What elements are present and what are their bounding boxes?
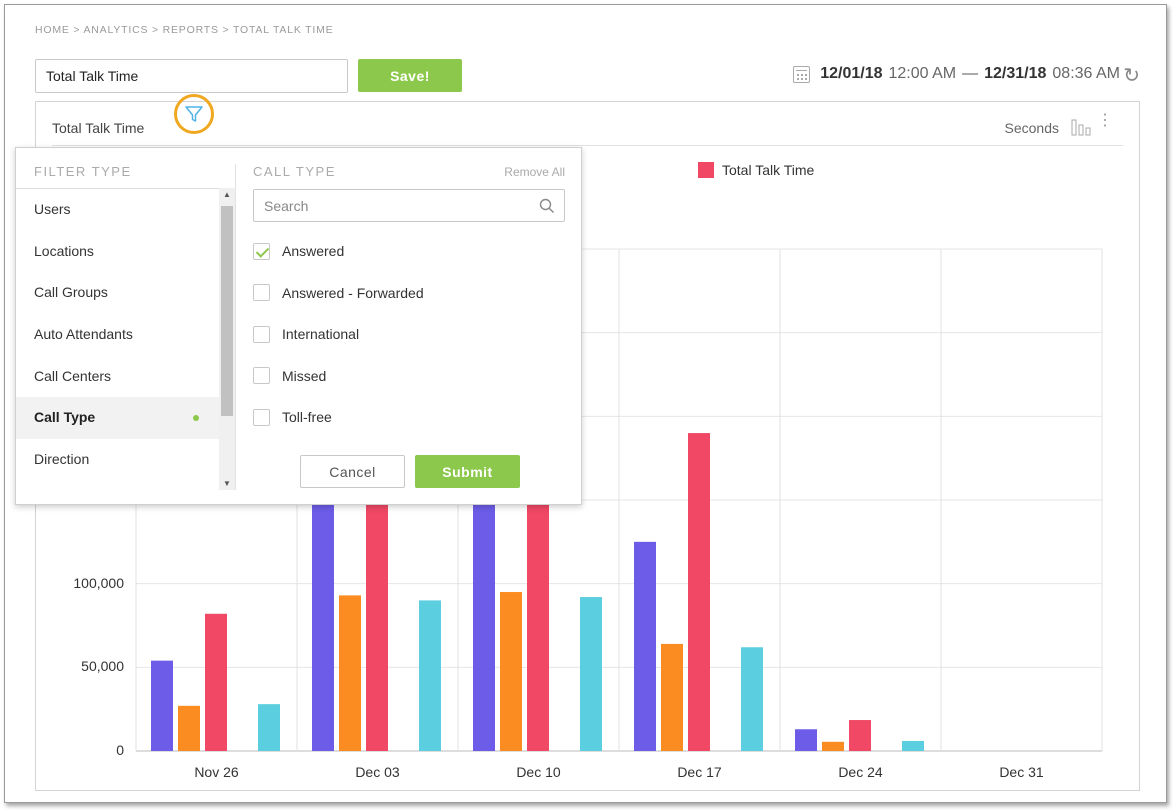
chart-panel: Total Talk Time Seconds ⋮ Total Talk Tim… — [35, 94, 1140, 791]
bar-series-3-dec-10[interactable] — [527, 500, 549, 751]
bar-series-3-dec-24[interactable] — [849, 720, 871, 751]
date-separator: — — [962, 65, 979, 82]
call-type-column: CALL TYPE Remove All Answered Answered - … — [253, 148, 565, 504]
filter-type-call-type[interactable]: Call Type — [16, 397, 219, 440]
x-tick-label: Nov 26 — [194, 764, 239, 780]
option-label: Toll-free — [282, 409, 332, 426]
call-type-option-toll-free[interactable]: Toll-free — [253, 407, 332, 427]
y-tick-label: 50,000 — [81, 658, 124, 675]
remove-all-link[interactable]: Remove All — [504, 165, 565, 179]
chart-legend[interactable]: Total Talk Time — [698, 162, 814, 178]
units-label[interactable]: Seconds — [1004, 120, 1059, 136]
start-date: 12/01/18 — [820, 65, 883, 82]
chart-type-icon[interactable] — [1071, 118, 1091, 136]
breadcrumb[interactable]: HOME > ANALYTICS > REPORTS > TOTAL TALK … — [35, 24, 334, 36]
filter-type-users[interactable]: Users — [16, 189, 219, 231]
x-tick-label: Dec 17 — [677, 764, 722, 780]
filter-type-call-groups[interactable]: Call Groups — [16, 272, 219, 314]
bar-series-4-dec-24[interactable] — [902, 740, 924, 751]
bar-series-2-nov-26[interactable] — [178, 705, 200, 751]
filter-icon[interactable] — [174, 94, 214, 134]
end-time: 08:36 AM — [1052, 65, 1120, 82]
column-divider — [235, 164, 236, 490]
filter-type-scrollbar[interactable]: ▲ ▼ — [219, 188, 235, 490]
refresh-icon[interactable]: ↻ — [1123, 65, 1140, 87]
filter-type-label: Users — [34, 201, 71, 217]
active-indicator-dot — [193, 415, 199, 422]
bar-series-3-dec-03[interactable] — [366, 500, 388, 751]
scrollbar-thumb[interactable] — [221, 206, 233, 416]
bar-series-1-dec-17[interactable] — [634, 541, 656, 751]
calendar-icon[interactable] — [793, 65, 811, 83]
legend-label: Total Talk Time — [722, 162, 815, 178]
bar-series-3-nov-26[interactable] — [205, 613, 227, 751]
end-date: 12/31/18 — [984, 65, 1047, 82]
filter-type-heading: FILTER TYPE — [34, 164, 132, 179]
filter-type-locations[interactable]: Locations — [16, 231, 219, 273]
bar-series-4-dec-17[interactable] — [741, 647, 763, 751]
bar-series-1-dec-10[interactable] — [473, 500, 495, 751]
call-type-option-international[interactable]: International — [253, 324, 359, 344]
x-tick-label: Dec 03 — [355, 764, 400, 780]
y-tick-label: 100,000 — [73, 574, 124, 591]
filter-type-label: Direction — [34, 451, 90, 468]
bar-series-2-dec-24[interactable] — [822, 741, 844, 751]
option-label: Missed — [282, 367, 327, 384]
option-label: International — [282, 326, 360, 343]
checkbox[interactable] — [253, 325, 270, 343]
call-type-option-missed[interactable]: Missed — [253, 366, 326, 386]
filter-type-direction[interactable]: Direction — [16, 439, 219, 481]
filter-type-call-centers[interactable]: Call Centers — [16, 356, 219, 398]
legend-swatch — [698, 162, 714, 178]
scroll-up-icon[interactable]: ▲ — [223, 190, 231, 199]
x-tick-label: Dec 10 — [516, 764, 561, 780]
bar-series-3-dec-17[interactable] — [688, 433, 710, 751]
bar-series-2-dec-03[interactable] — [339, 595, 361, 751]
save-button[interactable]: Save! — [358, 59, 462, 92]
checkbox[interactable] — [253, 242, 270, 260]
bar-series-1-nov-26[interactable] — [151, 660, 173, 751]
filter-type-label: Call Groups — [34, 284, 108, 301]
bar-series-2-dec-17[interactable] — [661, 643, 683, 751]
bar-series-2-dec-10[interactable] — [500, 592, 522, 751]
bar-series-1-dec-24[interactable] — [795, 729, 817, 751]
checkbox[interactable] — [253, 367, 270, 385]
bar-chart — [135, 248, 1103, 752]
x-tick-label: Dec 24 — [838, 764, 883, 780]
call-type-option-answered-forwarded[interactable]: Answered - Forwarded — [253, 283, 424, 303]
filter-type-label: Call Type — [34, 409, 96, 426]
filter-type-auto-attendants[interactable]: Auto Attendants — [16, 314, 219, 356]
search-icon — [539, 198, 554, 213]
report-title-input[interactable] — [35, 59, 348, 93]
filter-dropdown: FILTER TYPE Users Locations Call Groups Aut… — [15, 147, 582, 505]
bar-series-4-dec-03[interactable] — [419, 600, 441, 751]
filter-type-label: Auto Attendants — [34, 326, 133, 343]
bar-series-1-dec-03[interactable] — [312, 500, 334, 751]
submit-button[interactable]: Submit — [415, 455, 520, 488]
cancel-button[interactable]: Cancel — [300, 455, 405, 488]
y-tick-label: 0 — [116, 742, 124, 758]
call-type-option-answered[interactable]: Answered — [253, 241, 344, 261]
checkbox[interactable] — [253, 284, 270, 302]
chart-panel-header: Total Talk Time Seconds ⋮ — [52, 94, 1123, 146]
report-window: HOME > ANALYTICS > REPORTS > TOTAL TALK … — [4, 4, 1167, 803]
filter-type-list: Users Locations Call Groups Auto Attendants… — [16, 188, 219, 490]
filter-type-label: Call Centers — [34, 367, 112, 384]
filter-type-column: FILTER TYPE Users Locations Call Groups Aut… — [16, 148, 235, 504]
option-label: Answered — [282, 243, 345, 259]
call-type-heading: CALL TYPE — [253, 164, 336, 179]
scroll-down-icon[interactable]: ▼ — [223, 479, 231, 488]
chart-panel-title: Total Talk Time — [52, 120, 145, 136]
bar-series-4-nov-26[interactable] — [258, 704, 280, 751]
start-time: 12:00 AM — [888, 65, 957, 82]
call-type-search-input[interactable] — [253, 189, 565, 222]
bar-series-4-dec-10[interactable] — [580, 597, 602, 751]
option-label: Answered - Forwarded — [282, 284, 424, 301]
x-tick-label: Dec 31 — [999, 764, 1044, 780]
filter-type-label: Locations — [34, 242, 94, 259]
date-range-picker[interactable]: 12/01/18 12:00 AM — 12/31/18 08:36 AM — [793, 65, 1120, 83]
checkbox[interactable] — [253, 408, 270, 426]
